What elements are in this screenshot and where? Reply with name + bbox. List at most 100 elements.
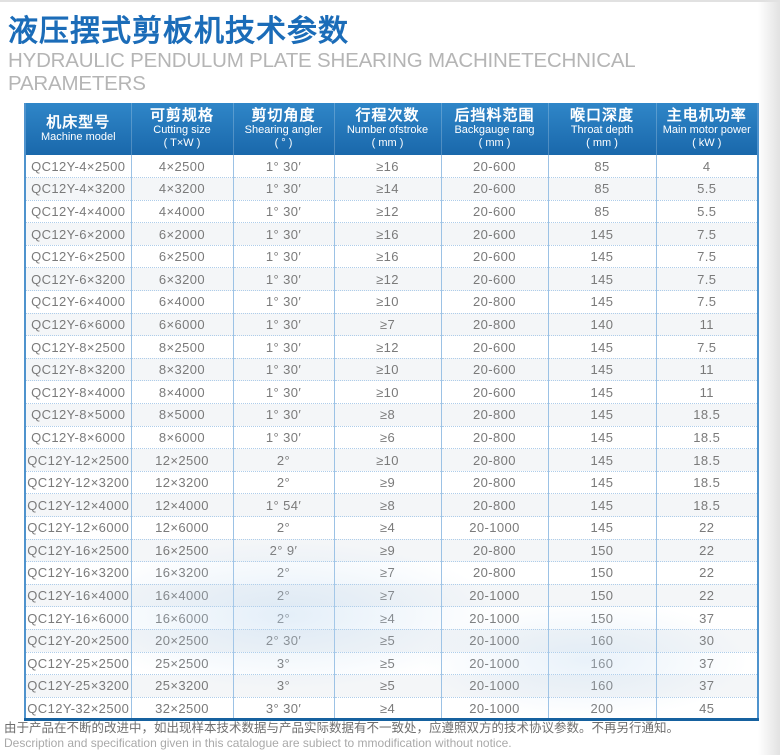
cell-backgauge: 20-600 bbox=[440, 335, 548, 359]
column-header-cn: 行程次数 bbox=[355, 107, 420, 124]
cell-motor-power: 22 bbox=[655, 561, 758, 585]
cell-shearing-angle: 2° 30′ bbox=[232, 628, 334, 653]
table-row: QC12Y-12×3200 12×3200 2° ≥9 20-800 145 18.5 bbox=[25, 470, 758, 494]
footer-note-en: Description and specification given in t… bbox=[4, 736, 512, 750]
cell-throat-depth: 160 bbox=[547, 674, 656, 698]
table-row: QC12Y-6×6000 6×6000 1° 30′ ≥7 20-800 140 11 bbox=[25, 312, 758, 336]
cell-shearing-angle: 2° bbox=[232, 448, 334, 472]
cell-strokes: ≥10 bbox=[333, 357, 441, 381]
cell-model: QC12Y-25×2500 bbox=[25, 651, 131, 675]
cell-shearing-angle: 2° bbox=[232, 583, 334, 607]
cell-shearing-angle: 1° 30′ bbox=[232, 403, 334, 427]
column-header-cn: 机床型号 bbox=[46, 113, 111, 131]
table-row: QC12Y-8×3200 8×3200 1° 30′ ≥10 20-600 145 11 bbox=[25, 357, 758, 381]
cell-shearing-angle: 1° 30′ bbox=[232, 290, 334, 314]
column-header-en: Cutting size bbox=[153, 124, 211, 136]
column-header-throat-depth: 喉口深度 Throat depth( mm ) bbox=[547, 103, 656, 155]
cell-shearing-angle: 2° 9′ bbox=[232, 538, 334, 562]
cell-strokes: ≥7 bbox=[333, 583, 441, 607]
cell-throat-depth: 145 bbox=[547, 403, 656, 427]
cell-motor-power: 45 bbox=[655, 696, 758, 720]
cell-strokes: ≥7 bbox=[333, 561, 441, 585]
cell-model: QC12Y-8×6000 bbox=[25, 425, 131, 449]
cell-shearing-angle: 3° bbox=[232, 674, 334, 698]
cell-model: QC12Y-6×4000 bbox=[25, 290, 131, 314]
cell-cutting-size: 16×3200 bbox=[130, 561, 233, 585]
cell-cutting-size: 8×3200 bbox=[130, 357, 233, 381]
cell-shearing-angle: 1° 30′ bbox=[232, 155, 334, 178]
cell-throat-depth: 145 bbox=[547, 290, 656, 314]
cell-strokes: ≥14 bbox=[333, 177, 441, 201]
cell-cutting-size: 12×3200 bbox=[130, 470, 233, 494]
cell-motor-power: 11 bbox=[655, 380, 758, 404]
table-row: QC12Y-16×6000 16×6000 2° ≥4 20-1000 150 37 bbox=[25, 606, 758, 630]
cell-strokes: ≥7 bbox=[333, 312, 441, 336]
column-header-shearing-angle: 剪切角度 Shearing angler( ° ) bbox=[232, 103, 334, 155]
cell-backgauge: 20-1000 bbox=[440, 674, 548, 698]
cell-throat-depth: 85 bbox=[547, 155, 656, 178]
table-row: QC12Y-8×4000 8×4000 1° 30′ ≥10 20-600 145 11 bbox=[25, 380, 758, 404]
table-row: QC12Y-16×2500 16×2500 2° 9′ ≥9 20-800 150 22 bbox=[25, 538, 758, 562]
cell-motor-power: 5.5 bbox=[655, 199, 758, 223]
cell-strokes: ≥12 bbox=[333, 199, 441, 223]
cell-model: QC12Y-25×3200 bbox=[25, 674, 131, 698]
cell-strokes: ≥9 bbox=[333, 470, 441, 494]
cell-motor-power: 22 bbox=[655, 516, 758, 540]
cell-shearing-angle: 2° bbox=[232, 606, 334, 630]
cell-throat-depth: 150 bbox=[547, 538, 656, 562]
table-row: QC12Y-8×6000 8×6000 1° 30′ ≥6 20-800 145 18.5 bbox=[25, 425, 758, 449]
cell-cutting-size: 12×6000 bbox=[130, 516, 233, 540]
column-header-cn: 主电机功率 bbox=[666, 107, 747, 124]
cell-model: QC12Y-8×4000 bbox=[25, 380, 131, 404]
table-row: QC12Y-4×3200 4×3200 1° 30′ ≥14 20-600 85 5.5 bbox=[25, 177, 758, 201]
cell-cutting-size: 12×4000 bbox=[130, 493, 233, 517]
cell-motor-power: 18.5 bbox=[655, 403, 758, 427]
cell-model: QC12Y-8×3200 bbox=[25, 357, 131, 381]
cell-cutting-size: 8×5000 bbox=[130, 403, 233, 427]
cell-strokes: ≥9 bbox=[333, 538, 441, 562]
cell-backgauge: 20-600 bbox=[440, 155, 548, 178]
table-row: QC12Y-32×2500 32×2500 3° 30′ ≥4 20-1000 200 45 bbox=[25, 696, 758, 720]
cell-motor-power: 18.5 bbox=[655, 470, 758, 494]
footer-note-cn: 由于产品在不断的改进中，如出现样本技术数据与产品实际数据有不一致处，应遵照双方的… bbox=[4, 721, 680, 735]
table-row: QC12Y-4×2500 4×2500 1° 30′ ≥16 20-600 85 4 bbox=[25, 155, 758, 178]
cell-backgauge: 20-600 bbox=[440, 267, 548, 291]
cell-cutting-size: 20×2500 bbox=[130, 628, 233, 653]
cell-throat-depth: 145 bbox=[547, 425, 656, 449]
cell-throat-depth: 150 bbox=[547, 561, 656, 585]
cell-shearing-angle: 1° 54′ bbox=[232, 493, 334, 517]
cell-motor-power: 11 bbox=[655, 357, 758, 381]
cell-motor-power: 11 bbox=[655, 312, 758, 336]
cell-backgauge: 20-800 bbox=[440, 493, 548, 517]
table-row: QC12Y-16×4000 16×4000 2° ≥7 20-1000 150 22 bbox=[25, 583, 758, 607]
cell-cutting-size: 16×6000 bbox=[130, 606, 233, 630]
cell-backgauge: 20-800 bbox=[440, 290, 548, 314]
cell-throat-depth: 145 bbox=[547, 516, 656, 540]
cell-cutting-size: 12×2500 bbox=[130, 448, 233, 472]
page-title: 液压摆式剪板机技术参数 bbox=[8, 15, 349, 48]
cell-model: QC12Y-12×6000 bbox=[25, 516, 131, 540]
cell-motor-power: 30 bbox=[655, 628, 758, 653]
cell-model: QC12Y-4×4000 bbox=[25, 199, 131, 223]
cell-shearing-angle: 1° 30′ bbox=[232, 222, 334, 246]
spec-table: 机床型号 Machine model 可剪规格 Cutting size( T×W )… bbox=[24, 103, 759, 722]
column-header-motor-power: 主电机功率 Main motor power( kW ) bbox=[655, 103, 758, 155]
cell-backgauge: 20-600 bbox=[440, 222, 548, 246]
cell-cutting-size: 8×4000 bbox=[130, 380, 233, 404]
table-row: QC12Y-6×3200 6×3200 1° 30′ ≥12 20-600 145 7.5 bbox=[25, 267, 758, 291]
cell-motor-power: 37 bbox=[655, 606, 758, 630]
cell-cutting-size: 16×2500 bbox=[130, 538, 233, 562]
cell-throat-depth: 145 bbox=[547, 244, 656, 268]
table-row: QC12Y-16×3200 16×3200 2° ≥7 20-800 150 22 bbox=[25, 561, 758, 585]
cell-motor-power: 22 bbox=[655, 583, 758, 607]
cell-shearing-angle: 1° 30′ bbox=[232, 244, 334, 268]
table-row: QC12Y-12×2500 12×2500 2° ≥10 20-800 145 18.5 bbox=[25, 448, 758, 472]
cell-strokes: ≥5 bbox=[333, 651, 441, 675]
cell-backgauge: 20-600 bbox=[440, 244, 548, 268]
cell-shearing-angle: 1° 30′ bbox=[232, 380, 334, 404]
cell-shearing-angle: 3° bbox=[232, 651, 334, 675]
table-row: QC12Y-25×2500 25×2500 3° ≥5 20-1000 160 37 bbox=[25, 651, 758, 675]
cell-motor-power: 7.5 bbox=[655, 244, 758, 268]
table-row: QC12Y-6×2000 6×2000 1° 30′ ≥16 20-600 145 7.5 bbox=[25, 222, 758, 246]
column-header-cn: 后挡料范围 bbox=[454, 107, 535, 124]
